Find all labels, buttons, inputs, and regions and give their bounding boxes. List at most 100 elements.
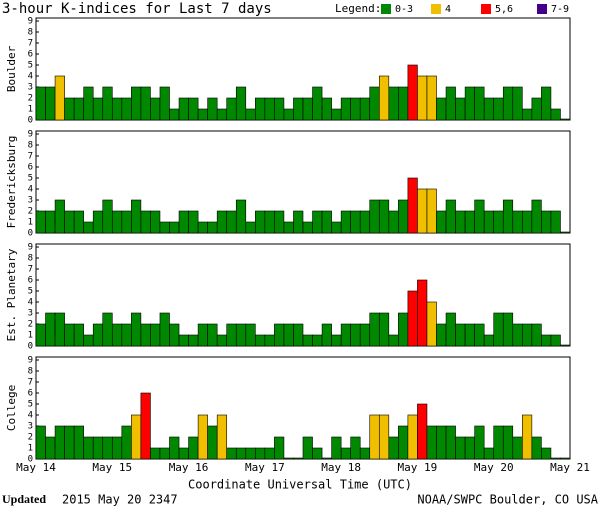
bar xyxy=(340,210,351,234)
bar xyxy=(378,199,390,234)
y-tick-label: 1 xyxy=(28,105,33,115)
y-tick-label: 9 xyxy=(28,243,33,253)
bar xyxy=(73,323,84,347)
bar xyxy=(388,86,399,121)
bar xyxy=(83,334,94,347)
bar xyxy=(369,86,380,121)
bar xyxy=(474,323,485,347)
bar xyxy=(111,323,123,347)
bar xyxy=(302,97,313,121)
bar xyxy=(207,323,218,347)
bar xyxy=(445,86,456,121)
bar xyxy=(522,108,533,121)
legend-swatch xyxy=(431,4,441,14)
panel-label: Fredericksburg xyxy=(5,136,18,229)
bar xyxy=(464,86,475,121)
bar xyxy=(512,210,523,234)
bar xyxy=(45,312,56,347)
bar xyxy=(417,279,428,347)
bar xyxy=(188,436,199,460)
bar xyxy=(64,323,75,347)
bar xyxy=(178,447,189,460)
bar xyxy=(264,334,275,347)
bar xyxy=(312,447,323,460)
bar xyxy=(131,199,142,234)
y-tick-label: 8 xyxy=(28,141,33,151)
bar xyxy=(255,334,266,347)
bar xyxy=(283,108,294,121)
bar xyxy=(169,221,180,234)
chart-title: 3-hour K-indices for Last 7 days xyxy=(2,1,272,17)
bar xyxy=(54,312,65,347)
bar xyxy=(226,323,237,347)
bar xyxy=(426,75,437,121)
y-tick-label: 2 xyxy=(28,207,33,217)
bar xyxy=(502,425,514,460)
bar xyxy=(150,323,161,347)
bar xyxy=(359,97,371,121)
x-tick-label: May 18 xyxy=(321,461,361,474)
bar xyxy=(455,97,466,121)
bar xyxy=(45,86,56,121)
bar xyxy=(111,97,123,121)
bar xyxy=(83,436,94,460)
bar xyxy=(350,436,361,460)
bar xyxy=(150,447,161,460)
bar xyxy=(188,210,199,234)
y-tick-label: 3 xyxy=(28,422,33,432)
bar xyxy=(483,334,495,347)
bar xyxy=(541,86,552,121)
bar xyxy=(54,199,65,234)
bar xyxy=(283,221,294,234)
y-tick-label: 8 xyxy=(28,367,33,377)
legend-swatch xyxy=(481,4,491,14)
bar xyxy=(102,312,113,347)
bar xyxy=(483,210,495,234)
bar xyxy=(216,108,228,121)
bar xyxy=(245,447,256,460)
y-tick-label: 0 xyxy=(28,342,33,352)
bar xyxy=(140,323,151,347)
y-tick-label: 2 xyxy=(28,433,33,443)
y-tick-label: 1 xyxy=(28,444,33,454)
bar xyxy=(502,312,514,347)
bar xyxy=(159,447,170,460)
panel-label: Boulder xyxy=(5,45,18,92)
bar xyxy=(35,86,46,121)
bar xyxy=(522,323,533,347)
bar xyxy=(369,199,380,234)
bar xyxy=(83,86,94,121)
bar xyxy=(436,210,447,234)
bar xyxy=(235,199,247,234)
bar xyxy=(293,323,304,347)
bar xyxy=(331,334,342,347)
bar xyxy=(541,210,552,234)
bar xyxy=(216,334,228,347)
bar xyxy=(140,86,151,121)
y-tick-label: 3 xyxy=(28,83,33,93)
bar xyxy=(378,312,390,347)
x-tick-label: May 15 xyxy=(92,461,132,474)
y-tick-label: 7 xyxy=(28,378,33,388)
bar xyxy=(64,97,75,121)
bar xyxy=(483,97,495,121)
bar xyxy=(64,210,75,234)
bar xyxy=(207,221,218,234)
x-tick-label: May 14 xyxy=(16,461,56,474)
y-tick-label: 8 xyxy=(28,28,33,38)
bar xyxy=(111,210,123,234)
bar xyxy=(359,323,371,347)
bar xyxy=(321,97,332,121)
y-tick-label: 0 xyxy=(28,455,33,465)
bar xyxy=(359,210,371,234)
bar xyxy=(455,436,466,460)
y-tick-label: 6 xyxy=(28,163,33,173)
bar xyxy=(398,425,409,460)
bar xyxy=(274,323,285,347)
bar xyxy=(359,447,371,460)
y-tick-label: 4 xyxy=(28,411,33,421)
bar xyxy=(531,97,542,121)
bar xyxy=(426,425,437,460)
legend-swatch xyxy=(537,4,547,14)
